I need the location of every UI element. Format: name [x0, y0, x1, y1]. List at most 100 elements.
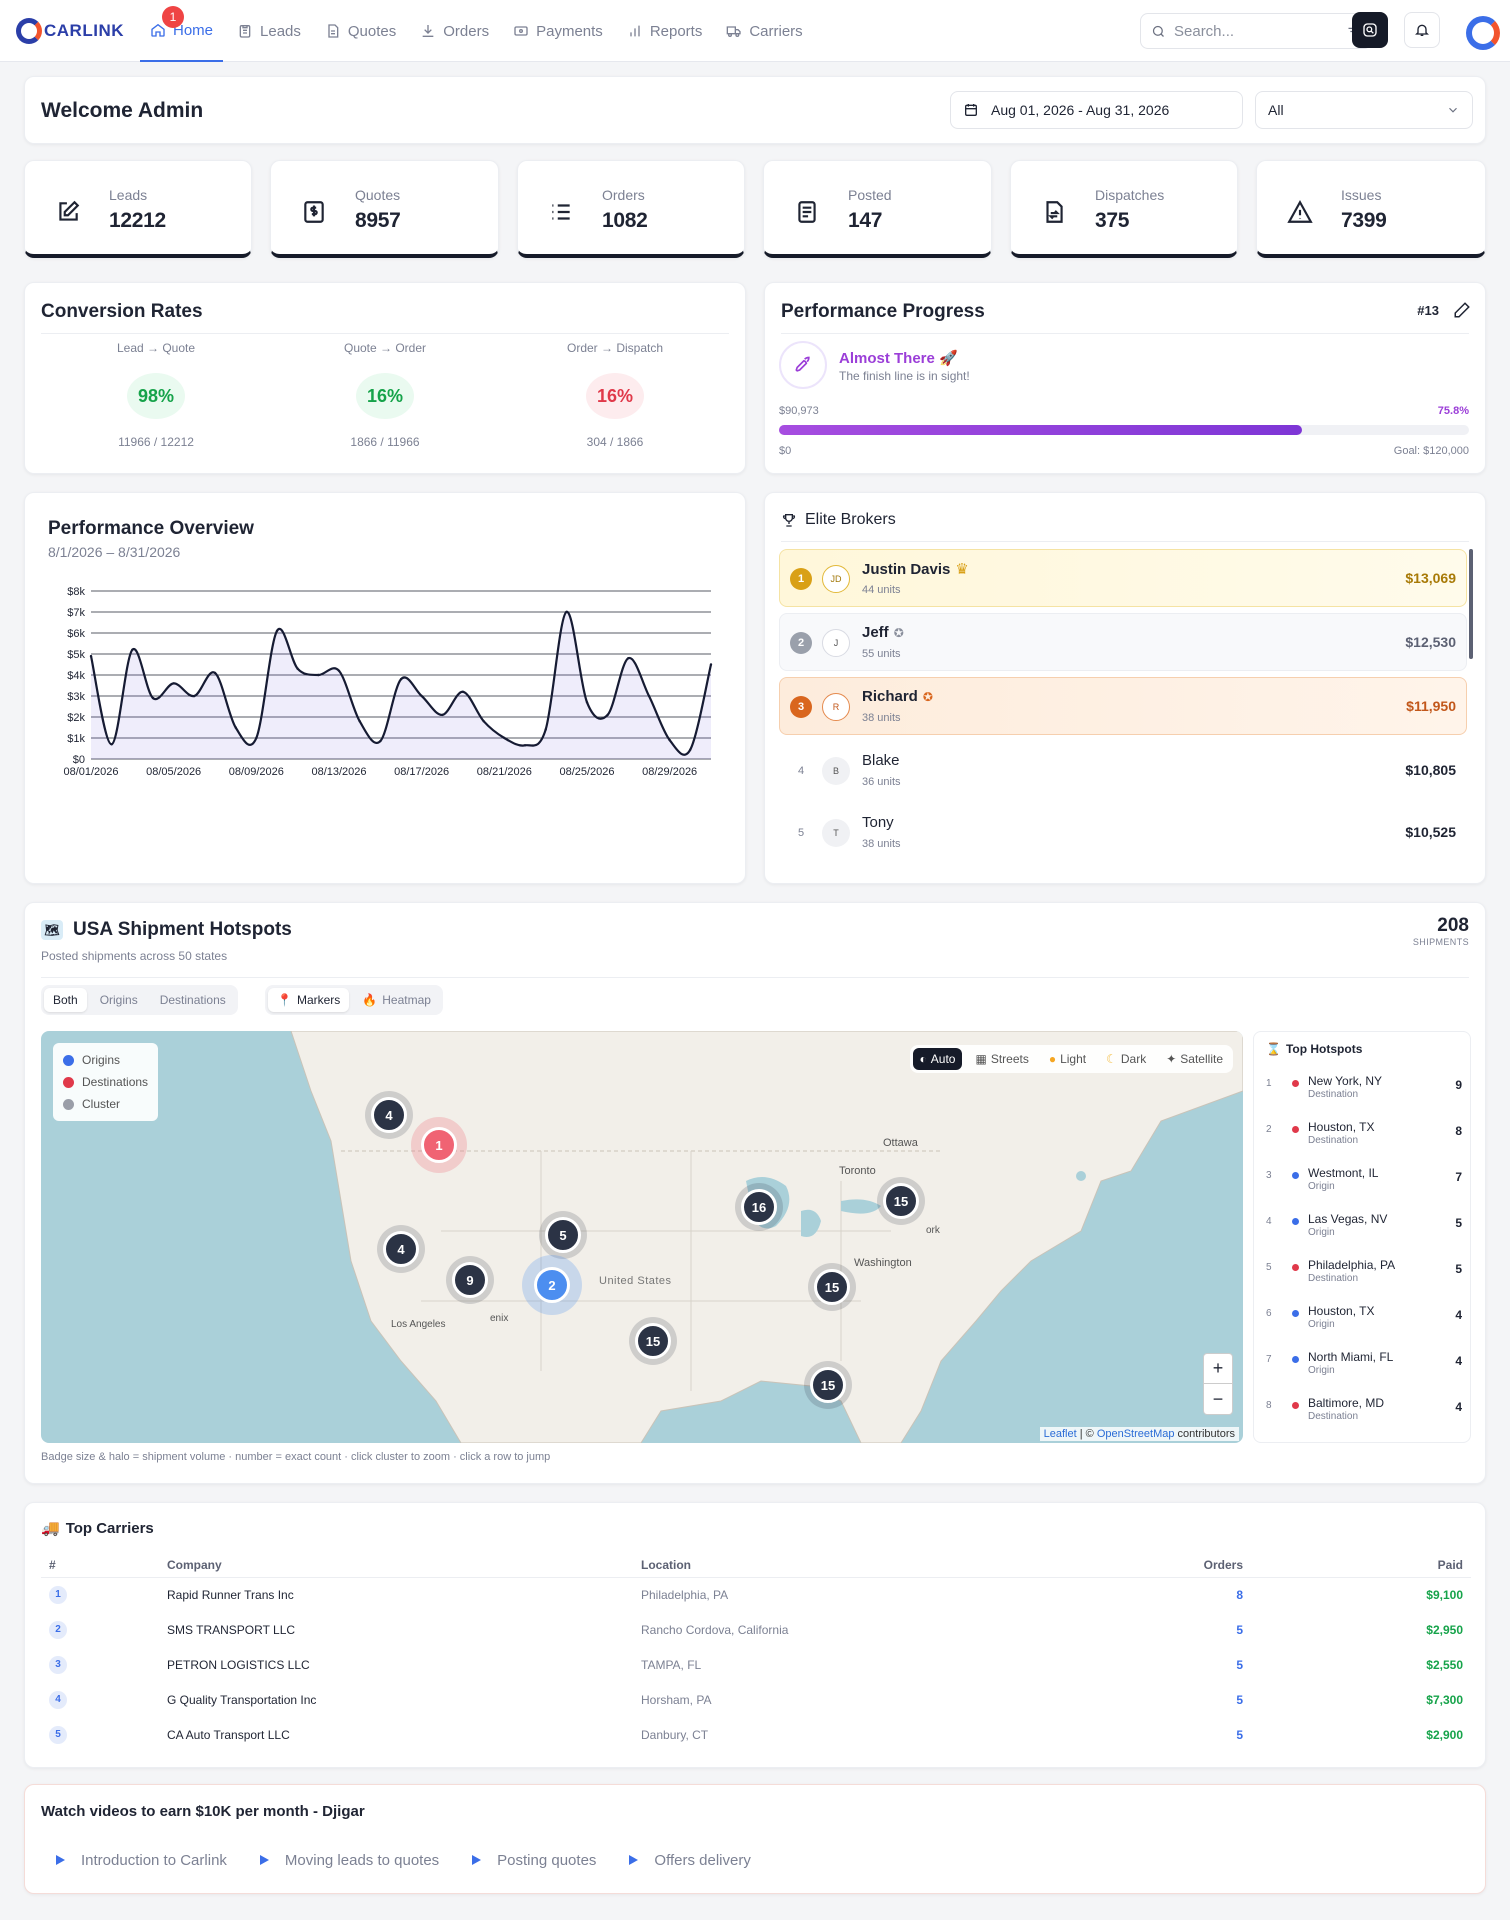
stat-card-issues[interactable]: Issues 7399 [1256, 160, 1486, 258]
broker-row[interactable]: 4 B Blake 36 units $10,805 [779, 741, 1467, 799]
shipment-map[interactable]: Origins Destinations Cluster ◐ Auto ▦ Stre… [41, 1031, 1243, 1443]
bell-icon [1415, 24, 1429, 36]
stat-label: Orders [602, 187, 645, 203]
nav-quotes[interactable]: Quotes [315, 0, 406, 62]
broker-name-text: Richard [862, 688, 918, 705]
scope-select[interactable]: All [1255, 91, 1473, 129]
origin-dot-icon [1292, 1356, 1299, 1363]
map-cluster[interactable]: 15 [814, 1269, 850, 1305]
search-input[interactable]: Search... [1140, 13, 1372, 49]
stat-card-posted[interactable]: Posted 147 [763, 160, 992, 258]
filter-both[interactable]: Both [44, 988, 87, 1012]
hotspot-row[interactable]: 4 Las Vegas, NV Origin 5 [1266, 1208, 1462, 1248]
pencil-icon[interactable] [1453, 301, 1471, 319]
nav-leads[interactable]: Leads [227, 0, 311, 62]
broker-row[interactable]: 1 JD Justin Davis ♛ 44 units $13,069 [779, 549, 1467, 607]
quick-search-button[interactable] [1352, 12, 1388, 48]
leaflet-link[interactable]: Leaflet [1043, 1428, 1077, 1440]
stat-card-quotes[interactable]: Quotes 8957 [270, 160, 499, 258]
broker-row[interactable]: 3 R Richard ✪ 38 units $11,950 [779, 677, 1467, 735]
carriers-table: # Company Location Orders Paid 1 Rapid Ru… [41, 1553, 1471, 1752]
map-cluster[interactable]: 9 [452, 1262, 488, 1298]
table-row[interactable]: 2 SMS TRANSPORT LLC Rancho Cordova, Califo… [41, 1612, 1471, 1647]
video-item[interactable]: Introduction to Carlink [49, 1849, 227, 1871]
filter-origins[interactable]: Origins [99, 993, 138, 1007]
table-row[interactable]: 1 Rapid Runner Trans Inc Philadelphia, PA 8… [41, 1577, 1471, 1612]
tile-light[interactable]: ● Light [1042, 1048, 1093, 1070]
play-icon [465, 1849, 487, 1871]
map-cluster[interactable]: 4 [371, 1097, 407, 1133]
tile-satellite[interactable]: ✦ Satellite [1159, 1048, 1230, 1070]
video-list: Introduction to Carlink Moving leads to … [49, 1849, 751, 1871]
zoom-out-button[interactable]: − [1212, 1388, 1224, 1409]
mode-markers[interactable]: 📍 Markers [268, 988, 350, 1012]
column-location: Location [633, 1553, 1047, 1578]
hotspot-row[interactable]: 5 Philadelphia, PA Destination 5 [1266, 1254, 1462, 1294]
data-point [172, 682, 175, 685]
video-item[interactable]: Moving leads to quotes [253, 1849, 439, 1871]
broker-row[interactable]: 2 J Jeff ✪ 55 units $12,530 [779, 613, 1467, 671]
nav-carriers-label: Carriers [749, 22, 803, 40]
stat-card-leads[interactable]: Leads 12212 [24, 160, 252, 258]
hotspot-count: 9 [1455, 1078, 1462, 1092]
table-row[interactable]: 4 G Quality Transportation Inc Horsham, PA… [41, 1682, 1471, 1717]
tile-streets[interactable]: ▦ Streets [968, 1048, 1035, 1070]
nav-orders[interactable]: Orders [410, 0, 499, 62]
map-cluster[interactable]: 15 [883, 1183, 919, 1219]
hotspot-city: North Miami, FL [1308, 1350, 1394, 1364]
map-cluster[interactable]: 15 [810, 1367, 846, 1403]
map-cluster[interactable]: 5 [545, 1217, 581, 1253]
mode-heatmap[interactable]: 🔥 Heatmap [353, 988, 440, 1012]
hotspot-row[interactable]: 7 North Miami, FL Origin 4 [1266, 1346, 1462, 1386]
map-cluster[interactable]: 16 [741, 1189, 777, 1225]
crown-icon: ♛ [955, 561, 969, 578]
hotspot-row[interactable]: 8 Baltimore, MD Destination 4 [1266, 1392, 1462, 1432]
hotspot-row[interactable]: 2 Houston, TX Destination 8 [1266, 1116, 1462, 1156]
nav-home[interactable]: Home [140, 0, 224, 62]
origin-dot-icon [63, 1054, 74, 1066]
hotspot-row[interactable]: 6 Houston, TX Origin 4 [1266, 1300, 1462, 1340]
filter-destinations[interactable]: Destinations [159, 993, 226, 1007]
data-point [317, 673, 320, 677]
stat-card-dispatches[interactable]: Dispatches 375 [1010, 160, 1238, 258]
carlink-logo[interactable]: CARLINK [16, 18, 124, 44]
nav-reports[interactable]: Reports [617, 0, 713, 62]
nav-carriers[interactable]: Carriers [716, 0, 812, 62]
broker-avatar: R [822, 693, 850, 721]
broker-units: 44 units [862, 584, 901, 596]
play-icon [49, 1849, 71, 1871]
scrollbar[interactable] [1469, 549, 1473, 659]
y-tick-label: $5k [67, 649, 85, 661]
data-point [399, 678, 403, 681]
map-cluster-origin[interactable]: 2 [534, 1267, 570, 1303]
osm-link[interactable]: OpenStreetMap [1096, 1428, 1175, 1440]
hotspot-row[interactable]: 3 Westmont, IL Origin 7 [1266, 1162, 1462, 1202]
map-cluster[interactable]: 4 [383, 1231, 419, 1267]
date-range-value: Aug 01, 2026 - Aug 31, 2026 [991, 102, 1170, 118]
notifications-button[interactable] [1404, 12, 1440, 48]
progress-headline: Almost There 🚀 [839, 349, 958, 367]
tile-auto[interactable]: ◐ Auto [912, 1048, 963, 1070]
column-company: Company [159, 1553, 633, 1578]
user-avatar[interactable] [1466, 16, 1500, 50]
nav-payments[interactable]: Payments [503, 0, 613, 62]
table-row[interactable]: 3 PETRON LOGISTICS LLC TAMPA, FL 5 $2,550 [41, 1647, 1471, 1682]
hotspot-count: 5 [1455, 1216, 1462, 1230]
file-transfer-icon [1046, 201, 1063, 223]
table-row[interactable]: 5 CA Auto Transport LLC Danbury, CT 5 $2,900 [41, 1717, 1471, 1752]
shipment-hotspots-card: 🗺 USA Shipment Hotspots Posted shipments… [24, 902, 1486, 1484]
map-cluster-destination[interactable]: 1 [421, 1127, 457, 1163]
stat-card-orders[interactable]: Orders 1082 [517, 160, 745, 258]
map-cluster[interactable]: 15 [635, 1323, 671, 1359]
x-tick-label: 08/17/2026 [394, 766, 449, 778]
tile-dark[interactable]: ☾ Dark [1099, 1048, 1153, 1070]
edit-icon [59, 200, 80, 221]
video-item[interactable]: Offers delivery [622, 1849, 751, 1871]
hotspot-row[interactable]: 1 New York, NY Destination 9 [1266, 1070, 1462, 1110]
date-range-picker[interactable]: Aug 01, 2026 - Aug 31, 2026 [950, 91, 1243, 129]
video-item[interactable]: Posting quotes [465, 1849, 596, 1871]
medal-icon: ✪ [922, 689, 933, 704]
zoom-in-button[interactable]: + [1204, 1354, 1232, 1384]
broker-row[interactable]: 5 T Tony 38 units $10,525 [779, 803, 1467, 861]
column-number: # [41, 1553, 159, 1578]
